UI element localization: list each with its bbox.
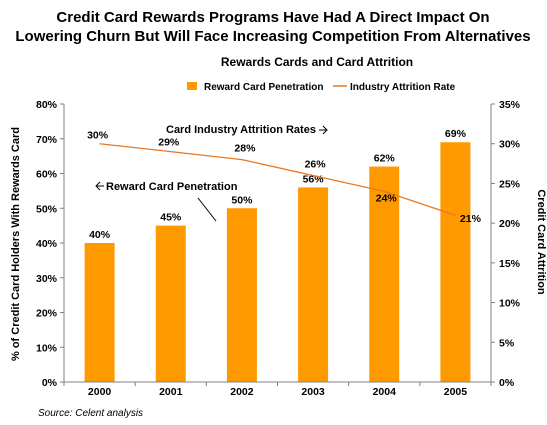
legend-label-reward-card-penetration: Reward Card Penetration bbox=[204, 82, 323, 93]
chart-title-line-2: Lowering Churn But Will Face Increasing … bbox=[15, 28, 530, 45]
y-tick-label-left: 0% bbox=[42, 377, 58, 389]
bar-2004 bbox=[369, 166, 400, 382]
attrition-line bbox=[99, 143, 456, 216]
x-tick-label-2005: 2005 bbox=[444, 386, 468, 398]
y-tick-label-left: 20% bbox=[36, 308, 58, 320]
y-tick-label-left: 40% bbox=[36, 238, 58, 250]
legend-label-industry-attrition-rate: Industry Attrition Rate bbox=[350, 82, 456, 93]
bar-2001 bbox=[155, 225, 186, 382]
y-tick-label-left: 60% bbox=[36, 169, 58, 181]
y-tick-label-left: 50% bbox=[36, 203, 58, 215]
plot-area: 40%45%50%56%62%69%0%10%20%30%40%50%60%70… bbox=[36, 99, 521, 398]
y-tick-label-left: 70% bbox=[36, 134, 58, 146]
y-tick-label-right: 15% bbox=[499, 258, 521, 270]
y-tick-label-left: 10% bbox=[36, 342, 58, 354]
annotation-pointer-line bbox=[197, 197, 217, 222]
line-label-2005: 21% bbox=[460, 213, 482, 225]
chart-subtitle: Rewards Cards and Card Attrition bbox=[221, 55, 413, 69]
x-tick-label-2002: 2002 bbox=[230, 386, 254, 398]
x-tick-label-2000: 2000 bbox=[88, 386, 112, 398]
bar-label-2001: 45% bbox=[160, 212, 182, 224]
y-tick-label-right: 20% bbox=[499, 218, 521, 230]
y-tick-label-right: 5% bbox=[499, 337, 515, 349]
x-tick-label-2004: 2004 bbox=[373, 386, 397, 398]
annotation-penetration-label: Reward Card Penetration bbox=[106, 181, 238, 193]
bar-label-2005: 69% bbox=[445, 128, 467, 140]
annotation-attrition-label: Card Industry Attrition Rates bbox=[166, 124, 316, 136]
y-axis-title-right: Credit Card Attrition bbox=[535, 189, 547, 295]
arrow-right-icon bbox=[319, 125, 328, 135]
y-tick-label-right: 0% bbox=[499, 377, 515, 389]
line-label-2002: 28% bbox=[234, 143, 256, 155]
line-label-2001: 29% bbox=[158, 137, 180, 149]
arrow-left-icon bbox=[95, 181, 104, 191]
bar-label-2004: 62% bbox=[374, 153, 396, 165]
bar-2005 bbox=[440, 142, 471, 382]
y-axis-title-left: % of Credit Card Holders With Rewards Ca… bbox=[10, 127, 22, 361]
line-label-2003: 26% bbox=[305, 158, 327, 170]
annotation-attrition-rates: Card Industry Attrition Rates bbox=[166, 124, 328, 136]
chart-title-line-1: Credit Card Rewards Programs Have Had A … bbox=[56, 9, 489, 26]
bar-label-2002: 50% bbox=[231, 194, 253, 206]
bar-label-2000: 40% bbox=[89, 229, 111, 241]
y-tick-label-right: 25% bbox=[499, 178, 521, 190]
y-tick-label-right: 30% bbox=[499, 139, 521, 151]
annotation-reward-penetration: Reward Card Penetration bbox=[95, 181, 238, 222]
y-tick-label-right: 35% bbox=[499, 99, 521, 111]
y-tick-label-right: 10% bbox=[499, 298, 521, 310]
bar-2002 bbox=[226, 208, 257, 382]
y-tick-label-left: 30% bbox=[36, 273, 58, 285]
legend: Reward Card Penetration Industry Attriti… bbox=[187, 82, 456, 93]
line-label-2004: 24% bbox=[376, 192, 398, 204]
bar-2000 bbox=[84, 243, 115, 382]
x-tick-label-2001: 2001 bbox=[159, 386, 183, 398]
source-note: Source: Celent analysis bbox=[38, 408, 143, 419]
legend-bar-swatch bbox=[187, 82, 197, 90]
line-label-2000: 30% bbox=[87, 130, 109, 142]
y-tick-label-left: 80% bbox=[36, 99, 58, 111]
x-tick-label-2003: 2003 bbox=[301, 386, 325, 398]
bar-2003 bbox=[298, 187, 329, 382]
